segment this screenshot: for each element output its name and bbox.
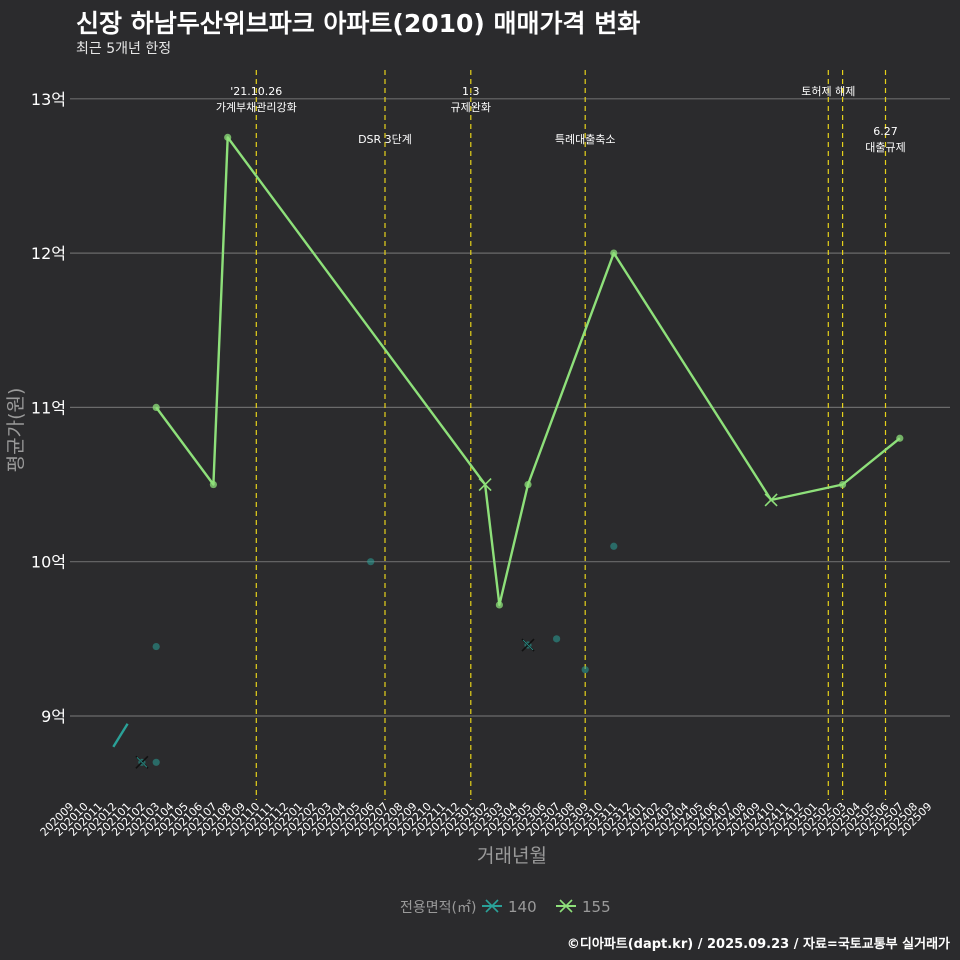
legend-label: 155 [582, 898, 611, 916]
data-point [224, 133, 232, 141]
legend-title: 전용면적(㎡) [400, 900, 476, 916]
chart-title: 신장 하남두산위브파크 아파트(2010) 매매가격 변화 [76, 9, 641, 38]
source-caption: ©디아파트(dapt.kr) / 2025.09.23 / 자료=국토교통부 실… [566, 937, 950, 952]
cross-stroke [764, 493, 778, 507]
cross-marker [135, 755, 149, 769]
data-points [135, 133, 904, 769]
y-axis-label: 평균가(원) [5, 388, 27, 473]
cross-marker [521, 638, 535, 652]
y-tick-label: 13억 [31, 90, 66, 109]
data-point [610, 249, 618, 257]
data-point [152, 758, 160, 766]
data-point [553, 635, 561, 643]
legend-label: 140 [508, 898, 537, 916]
y-tick-label: 10억 [31, 553, 66, 572]
cross-marker [478, 477, 492, 492]
event-label: 6.27 [873, 125, 898, 138]
event-label: 가계부채관리강화 [216, 101, 297, 114]
series-lines [112, 136, 901, 748]
data-point [495, 601, 503, 609]
y-tick-label: 12억 [31, 244, 66, 263]
legend-swatch-cross [559, 899, 573, 913]
data-point [209, 480, 217, 489]
event-label: DSR 3단계 [358, 133, 412, 146]
y-tick-label: 9억 [41, 707, 66, 726]
event-label: 규제완화 [451, 101, 491, 114]
event-label: 토허제 해제 [801, 84, 855, 98]
data-point [152, 642, 160, 651]
event-label: '21.10.26 [230, 85, 282, 98]
y-axis-ticks: 9억 10억 11억 12억 13억 [31, 90, 66, 726]
cross-stroke [478, 477, 492, 492]
data-point [839, 480, 847, 489]
data-point [610, 542, 618, 550]
legend: 전용면적(㎡) 140 155 [400, 898, 611, 916]
data-point [581, 666, 589, 674]
chart-subtitle: 최근 5개년 한정 [76, 41, 172, 57]
legend-swatch-cross [485, 899, 499, 913]
data-point [152, 403, 160, 411]
grid-lines [70, 98, 950, 717]
cross-stroke [522, 639, 534, 651]
x-axis-ticks: 2020092020102020112020122021012021022021… [38, 800, 935, 839]
event-label: 특례대출축소 [555, 133, 616, 146]
data-point [524, 480, 532, 489]
data-point [896, 434, 904, 442]
data-point [367, 558, 375, 566]
event-label: 대출규제 [865, 141, 905, 154]
y-tick-label: 11억 [31, 398, 66, 417]
event-label: 1.3 [462, 85, 480, 98]
series-line-155 [155, 136, 901, 607]
x-axis-label: 거래년월 [477, 845, 547, 867]
cross-marker [764, 493, 778, 507]
series-line-140 [112, 723, 129, 748]
cross-stroke [136, 757, 148, 768]
